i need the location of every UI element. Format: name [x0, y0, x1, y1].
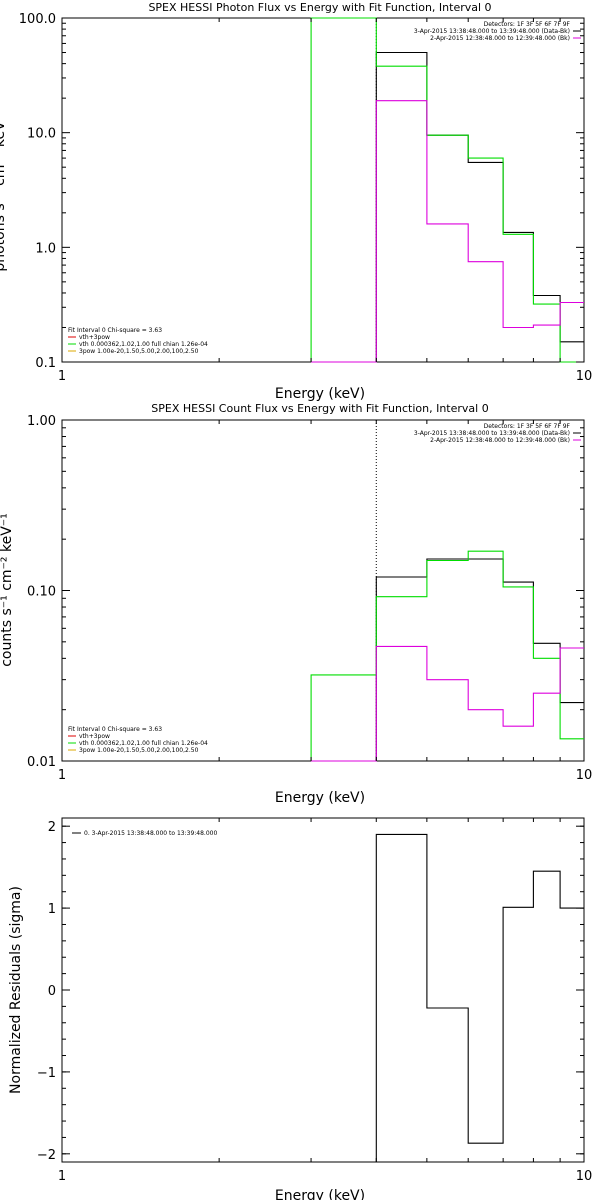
- legend-entry-text: Detectors: 1F 3F 5F 6F 7F 9F: [484, 21, 571, 28]
- y-axis-label: photons s⁻¹ cm⁻² keV⁻¹: [0, 108, 8, 271]
- series-vth-step: [310, 550, 584, 761]
- legend-top-left: 0. 3-Apr-2015 13:38:48.000 to 13:39:48.0…: [72, 830, 217, 837]
- chart-title: SPEX HESSI Photon Flux vs Energy with Fi…: [148, 1, 491, 14]
- y-tick-label: 0.10: [27, 585, 56, 600]
- series-data-step: [311, 51, 584, 363]
- series-bkg-step: [311, 100, 584, 363]
- x-axis-label: Energy (keV): [275, 790, 365, 806]
- y-tick-label: 1.0: [35, 241, 56, 256]
- x-axis-label: Energy (keV): [275, 1188, 365, 1200]
- x-tick-label: 10: [576, 768, 593, 783]
- legend-entry-text: 3-Apr-2015 13:38:48.000 to 13:39:48.000 …: [414, 28, 570, 35]
- y-tick-label: 2: [48, 820, 56, 835]
- x-tick-label: 10: [576, 369, 593, 384]
- series-bkg-step: [311, 645, 584, 762]
- x-tick-label: 1: [58, 768, 66, 783]
- residuals-panel: 1 10 −2 −1 0 1 2 0. 3-Apr-2015 13:38:48.000 to…: [8, 817, 592, 1200]
- photon-flux-panel: SPEX HESSI Photon Flux vs Energy with Fi…: [0, 1, 592, 402]
- x-tick-label: 1: [58, 1169, 66, 1184]
- legend-entry-text: 3pow 1.00e-20,1.50,5.00,2.00,100,2.50: [79, 348, 199, 355]
- legend-entry-text: 3pow 1.00e-20,1.50,5.00,2.00,100,2.50: [79, 747, 199, 754]
- series-resid-step: [375, 833, 584, 1162]
- y-tick-label: 0: [48, 984, 56, 999]
- legend-entry-text: Fit Interval 0 Chi-square = 3.63: [68, 327, 162, 334]
- legend-entry-text: 0. 3-Apr-2015 13:38:48.000 to 13:39:48.0…: [84, 830, 217, 837]
- axis-ticks: 1 10 0.01 0.10 1.00: [27, 414, 592, 783]
- chart-title: SPEX HESSI Count Flux vs Energy with Fit…: [151, 402, 488, 415]
- legend-entry-text: 3-Apr-2015 13:38:48.000 to 13:39:48.000 …: [414, 430, 570, 437]
- y-axis-label: counts s⁻¹ cm⁻² keV⁻¹: [0, 513, 15, 667]
- series-vth-step: [310, 17, 584, 363]
- legend-entry-text: vth 0.000362,1.02,1.00 full chian 1.26e-…: [79, 740, 208, 747]
- y-tick-label: 0.01: [27, 755, 56, 770]
- y-tick-label: 1: [48, 902, 56, 917]
- plot-frame: [61, 817, 585, 1163]
- y-tick-label: 10.0: [27, 127, 56, 142]
- y-axis-label: Normalized Residuals (sigma): [8, 886, 24, 1094]
- legend-entry-text: 2-Apr-2015 12:38:48.000 to 12:39:48.000 …: [430, 437, 570, 444]
- y-tick-label: 100.0: [19, 12, 56, 27]
- legend-top-right: Detectors: 1F 3F 5F 6F 7F 9F3-Apr-2015 1…: [414, 21, 581, 42]
- legend-entry-text: Fit Interval 0 Chi-square = 3.63: [68, 726, 162, 733]
- x-tick-label: 10: [576, 1169, 593, 1184]
- legend-entry-text: vth+3pow: [79, 334, 110, 341]
- x-tick-label: 1: [58, 369, 66, 384]
- legend-bottom-left: Fit Interval 0 Chi-square = 3.63vth+3pow…: [68, 327, 208, 355]
- plot-frame: [61, 17, 585, 363]
- legend-entry-text: vth 0.000362,1.02,1.00 full chian 1.26e-…: [79, 341, 208, 348]
- series-group: [310, 550, 584, 762]
- legend-bottom-left: Fit Interval 0 Chi-square = 3.63vth+3pow…: [68, 726, 208, 754]
- legend-entry-text: 2-Apr-2015 12:38:48.000 to 12:39:48.000 …: [430, 35, 570, 42]
- y-tick-label: 1.00: [27, 414, 56, 429]
- count-flux-panel: SPEX HESSI Count Flux vs Energy with Fit…: [0, 402, 592, 806]
- legend-entry-text: vth+3pow: [79, 733, 110, 740]
- y-tick-label: −1: [37, 1066, 56, 1081]
- legend-top-right: Detectors: 1F 3F 5F 6F 7F 9F3-Apr-2015 1…: [414, 423, 581, 444]
- series-group: [375, 833, 584, 1162]
- series-data-step: [311, 558, 584, 762]
- legend-entry-text: Detectors: 1F 3F 5F 6F 7F 9F: [484, 423, 571, 430]
- y-tick-label: 0.1: [35, 356, 56, 371]
- y-tick-label: −2: [37, 1148, 56, 1163]
- axis-ticks: 1 10 −2 −1 0 1 2: [37, 818, 592, 1184]
- axis-ticks: 1 10 0.1 1.0 10.0 100.0: [19, 12, 592, 384]
- series-group: [310, 17, 584, 363]
- plot-frame: [61, 419, 585, 762]
- x-axis-label: Energy (keV): [275, 386, 365, 402]
